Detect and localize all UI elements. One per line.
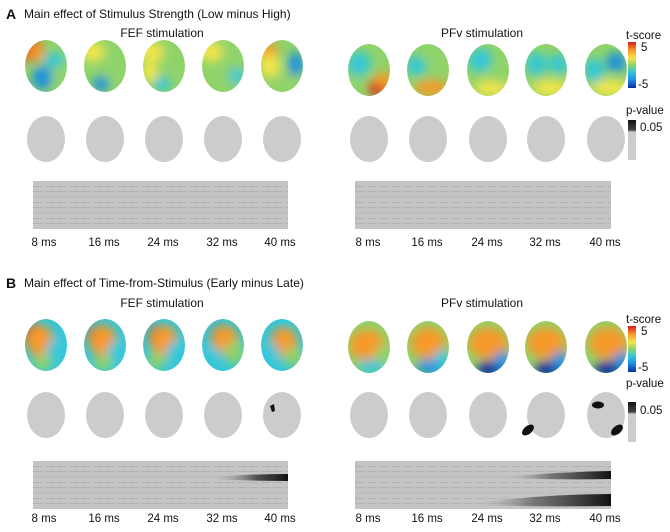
topomap-head xyxy=(467,44,509,96)
panel-b-pvalue-colorbar xyxy=(628,402,636,442)
pvalue-mask-head xyxy=(86,392,124,438)
panel-a-fef-title: FEF stimulation xyxy=(120,26,204,40)
panel-a-tscore-min: -5 xyxy=(638,79,649,91)
pvalue-mask-head xyxy=(469,392,507,438)
time-label: 8 ms xyxy=(31,237,57,249)
topomap-head xyxy=(84,319,126,371)
panel-b-pvalue-label: p-value xyxy=(626,378,664,390)
time-label: 32 ms xyxy=(529,237,561,249)
time-label: 16 ms xyxy=(411,513,443,525)
pvalue-mask-head xyxy=(86,116,124,162)
time-label: 16 ms xyxy=(411,237,443,249)
pvalue-mask-head xyxy=(204,392,242,438)
pvalue-mask-head xyxy=(587,116,625,162)
pvalue-mask-head xyxy=(527,116,565,162)
time-label: 8 ms xyxy=(355,237,381,249)
pvalue-mask-head xyxy=(469,116,507,162)
significant-region xyxy=(611,424,623,436)
panel-a-pvalue-colorbar xyxy=(628,120,636,160)
pvalue-mask-head xyxy=(27,116,65,162)
panel-b-fef-title: FEF stimulation xyxy=(120,296,204,310)
time-label: 32 ms xyxy=(529,513,561,525)
significance-streak xyxy=(500,471,611,480)
pvalue-mask-head xyxy=(350,392,388,438)
time-label: 16 ms xyxy=(88,237,120,249)
significance-streak xyxy=(210,474,288,481)
topomap-head xyxy=(348,321,390,373)
topomap-head xyxy=(585,44,627,96)
topomap-head xyxy=(525,44,567,96)
panel-b-tscore-min: -5 xyxy=(638,362,649,374)
topomap-head xyxy=(407,321,449,373)
topomap-head xyxy=(202,319,244,371)
pvalue-mask-head xyxy=(145,392,183,438)
significant-region xyxy=(592,401,604,409)
time-label: 32 ms xyxy=(206,237,238,249)
topomap-head xyxy=(525,321,567,373)
topomap-head xyxy=(585,321,627,373)
topomap-head xyxy=(25,319,67,371)
panel-a-tscore-label: t-score xyxy=(626,30,662,42)
panel-b-tscore-max: 5 xyxy=(641,326,648,338)
significance-streak xyxy=(470,494,611,507)
panel-b-title: Main effect of Time-from-Stimulus (Early… xyxy=(24,276,304,290)
time-label: 24 ms xyxy=(471,513,503,525)
pvalue-mask-head xyxy=(527,392,565,438)
pvalue-mask-head xyxy=(204,116,242,162)
time-label: 8 ms xyxy=(355,513,381,525)
panel-b-tscore-label: t-score xyxy=(626,314,662,326)
topomap-head xyxy=(143,40,185,92)
panel-a-pvalue-label: p-value xyxy=(626,105,664,117)
topomap-head xyxy=(202,40,244,92)
topomap-head xyxy=(348,44,390,96)
panel-b-tscore-colorbar xyxy=(628,326,636,372)
panel-a-title: Main effect of Stimulus Strength (Low mi… xyxy=(24,7,291,21)
panel-a-letter: A xyxy=(6,6,17,22)
significant-region xyxy=(522,424,534,436)
topomap-head xyxy=(25,40,67,92)
topomap-head xyxy=(261,319,303,371)
pvalue-mask-head xyxy=(350,116,388,162)
topomap-head xyxy=(261,40,303,92)
topomap-head xyxy=(143,319,185,371)
time-label: 8 ms xyxy=(31,513,57,525)
time-label: 24 ms xyxy=(147,237,179,249)
pvalue-mask-head xyxy=(263,116,301,162)
time-label: 40 ms xyxy=(589,513,621,525)
pvalue-mask-head xyxy=(145,116,183,162)
pvalue-mask-head xyxy=(409,392,447,438)
topomap-head xyxy=(84,40,126,92)
panel-a-tscore-colorbar xyxy=(628,42,636,88)
topomap-head xyxy=(407,44,449,96)
panel-a-pfv-raster xyxy=(355,181,611,229)
panel-a-pvalue-threshold: 0.05 xyxy=(640,122,663,134)
time-label: 40 ms xyxy=(264,237,296,249)
panel-b-pfv-title: PFv stimulation xyxy=(440,296,524,310)
panel-a-tscore-max: 5 xyxy=(641,42,648,54)
pvalue-mask-head xyxy=(409,116,447,162)
time-label: 40 ms xyxy=(589,237,621,249)
topomap-head xyxy=(467,321,509,373)
panel-b-fef-raster xyxy=(33,461,288,509)
panel-b-letter: B xyxy=(6,275,17,291)
panel-a-fef-raster xyxy=(33,181,288,229)
significant-region xyxy=(270,404,275,412)
time-label: 40 ms xyxy=(264,513,296,525)
time-label: 32 ms xyxy=(206,513,238,525)
pvalue-mask-head xyxy=(263,392,301,438)
time-label: 16 ms xyxy=(88,513,120,525)
time-label: 24 ms xyxy=(471,237,503,249)
pvalue-mask-head xyxy=(27,392,65,438)
panel-a-pfv-title: PFv stimulation xyxy=(440,26,524,40)
time-label: 24 ms xyxy=(147,513,179,525)
panel-b-pvalue-threshold: 0.05 xyxy=(640,405,663,417)
